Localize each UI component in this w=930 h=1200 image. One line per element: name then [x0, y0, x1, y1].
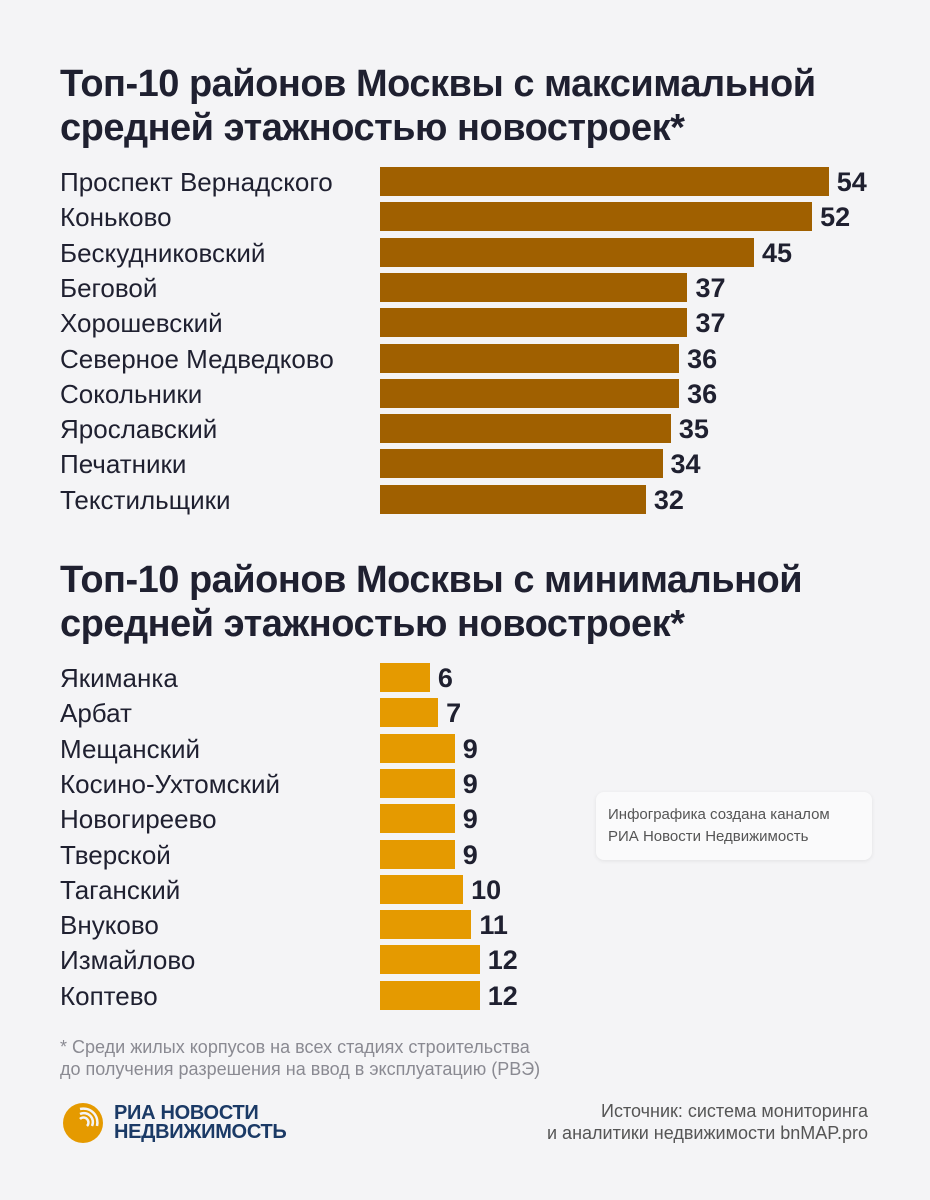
category-label: Ярославский: [60, 414, 218, 445]
category-label: Таганский: [60, 874, 181, 905]
ria-globe-icon: [63, 1103, 103, 1143]
value-label: 10: [471, 874, 502, 905]
value-label: 6: [437, 663, 453, 693]
footnote-line2: до получения разрешения на ввод в эксплу…: [60, 1059, 541, 1079]
bar: [380, 839, 455, 869]
value-label: 11: [479, 910, 508, 941]
category-label: Текстильщики: [60, 484, 231, 515]
source-line2: и аналитики недвижимости bnMAP.pro: [547, 1123, 868, 1143]
bar-row: Измайлово 12: [0, 944, 930, 976]
bar-row: Проспект Вернадского 54: [0, 166, 930, 197]
category-label: Проспект Вернадского: [60, 167, 333, 197]
value-label: 12: [487, 980, 518, 1011]
category-label: Печатники: [60, 449, 187, 480]
value-label: 36: [687, 378, 718, 409]
bar: [380, 698, 439, 728]
value-label: 9: [462, 839, 478, 870]
bar-row: Арбат 7: [0, 697, 930, 729]
bar-row: Косино-Ухтомский 9: [0, 768, 930, 799]
category-label: Северное Медведково: [60, 343, 334, 374]
value-label: 12: [487, 945, 518, 976]
bar: [380, 910, 472, 940]
category-label: Коньково: [60, 202, 172, 233]
bar-row: Бескудниковский 45: [0, 237, 930, 268]
chart-title-min: Топ-10 районов Москвы с минимальной сред…: [60, 559, 803, 645]
bar-row: Таганский 10: [0, 874, 930, 905]
bar: [380, 378, 680, 408]
footnote: * Среди жилых корпусов на всех стадиях с…: [60, 1036, 540, 1080]
value-label: 36: [687, 343, 718, 374]
bar-row: Тверской 9: [0, 839, 930, 870]
bar-row: Ярославский 35: [0, 413, 930, 445]
bar: [380, 202, 813, 232]
category-label: Мещанский: [60, 733, 201, 764]
value-label: 37: [695, 308, 726, 339]
credit-note: Инфографика создана каналом РИА Новости …: [596, 792, 872, 860]
bar-row: Мещанский 9: [0, 733, 930, 764]
value-label: 9: [462, 768, 478, 799]
logo-line2: НЕДВИЖИМОСТЬ: [114, 1121, 287, 1143]
category-label: Арбат: [60, 698, 132, 729]
category-label: Беговой: [60, 272, 158, 303]
category-label: Хорошевский: [60, 308, 223, 339]
source: Источник: система мониторинга и аналитик…: [547, 1100, 868, 1144]
value-label: 9: [462, 804, 478, 835]
value-label: 32: [653, 484, 684, 515]
bar-row: Коптево 12: [0, 980, 930, 1011]
category-label: Коптево: [60, 980, 158, 1011]
bar: [380, 272, 688, 302]
bar: [380, 945, 480, 975]
bar: [380, 167, 829, 196]
bar: [380, 804, 455, 834]
bar: [380, 874, 464, 904]
bar-row: Новогиреево 9: [0, 803, 930, 835]
ria-logo: РИА НОВОСТИ НЕДВИЖИМОСТЬ: [60, 1100, 287, 1146]
bar: [380, 768, 455, 798]
bar-row: Северное Медведково 36: [0, 343, 930, 374]
footnote-line1: * Среди жилых корпусов на всех стадиях с…: [60, 1037, 530, 1057]
category-label: Внуково: [60, 910, 159, 941]
bar-row: Беговой 37: [0, 272, 930, 303]
credit-note-line1: Инфографика создана каналом: [608, 806, 830, 823]
bar-row: Якиманка 6: [0, 662, 930, 693]
value-label: 35: [678, 414, 709, 445]
category-label: Якиманка: [60, 663, 178, 693]
category-label: Сокольники: [60, 378, 203, 409]
logo-line1: РИА НОВОСТИ: [114, 1102, 259, 1124]
bar-row: Коньково 52: [0, 201, 930, 233]
category-label: Бескудниковский: [60, 237, 266, 268]
bar-row: Сокольники 36: [0, 378, 930, 409]
bar: [380, 414, 671, 444]
bar: [380, 449, 663, 479]
bar-row: Хорошевский 37: [0, 307, 930, 339]
bar-row: Текстильщики 32: [0, 484, 930, 515]
category-label: Тверской: [60, 839, 171, 870]
category-label: Измайлово: [60, 945, 196, 976]
bar: [380, 237, 754, 267]
bar: [380, 484, 646, 514]
chart-title-max: Топ-10 районов Москвы с максимальной сре…: [60, 63, 816, 149]
category-label: Новогиреево: [60, 804, 217, 835]
value-label: 9: [462, 733, 478, 764]
value-label: 7: [446, 698, 462, 729]
value-label: 45: [761, 237, 792, 268]
bar: [380, 663, 430, 692]
value-label: 34: [670, 449, 701, 480]
bar: [380, 308, 688, 338]
value-label: 54: [836, 167, 867, 197]
source-line1: Источник: система мониторинга: [601, 1101, 868, 1121]
category-label: Косино-Ухтомский: [60, 768, 281, 799]
value-label: 52: [820, 202, 851, 233]
bar: [380, 733, 455, 763]
bar: [380, 980, 480, 1010]
bar-row: Внуково 11: [0, 909, 930, 941]
value-label: 37: [695, 272, 726, 303]
bar-row: Печатники 34: [0, 448, 930, 480]
credit-note-line2: РИА Новости Недвижимость: [608, 828, 809, 845]
bar: [380, 343, 680, 373]
